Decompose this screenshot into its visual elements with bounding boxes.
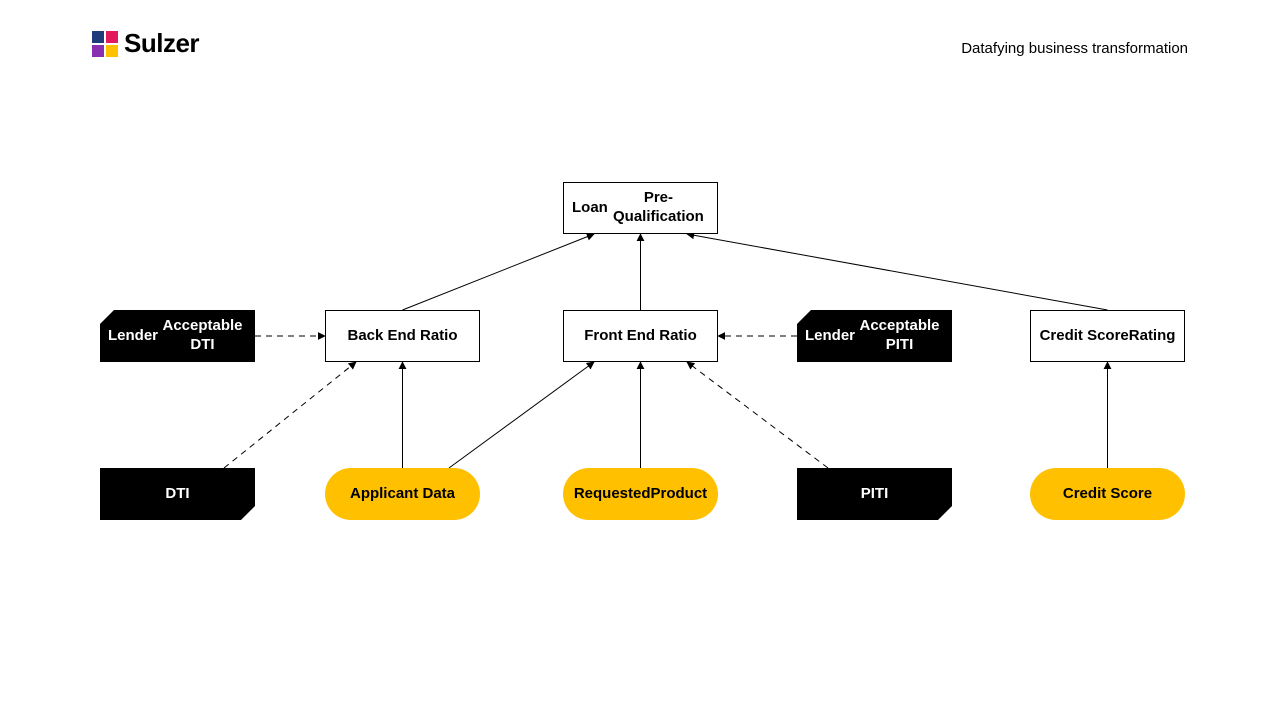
node-label: Product — [651, 485, 708, 504]
node-csr: Credit ScoreRating — [1030, 310, 1185, 362]
node-label: Loan — [572, 199, 608, 218]
node-lpiti: LenderAcceptable PITI — [797, 310, 952, 362]
node-label: PITI — [861, 485, 889, 504]
node-label: Back End Ratio — [347, 327, 457, 346]
node-label: Rating — [1129, 327, 1176, 346]
node-label: Applicant Data — [350, 485, 455, 504]
edge-back-loan — [403, 234, 595, 310]
node-piti: PITI — [797, 468, 952, 520]
brand-name: Sulzer — [124, 28, 199, 59]
brand-logo: Sulzer — [92, 28, 199, 59]
node-dti: DTI — [100, 468, 255, 520]
node-label: Requested — [574, 485, 651, 504]
node-label: Front End Ratio — [584, 327, 697, 346]
logo-square-icon — [92, 31, 104, 43]
edge-csr-loan — [687, 234, 1108, 310]
node-app: Applicant Data — [325, 468, 480, 520]
node-back: Back End Ratio — [325, 310, 480, 362]
node-loan: LoanPre-Qualification — [563, 182, 718, 234]
logo-square-icon — [106, 45, 118, 57]
tagline: Datafying business transformation — [961, 40, 1188, 57]
logo-square-icon — [106, 31, 118, 43]
logo-squares — [92, 31, 118, 57]
logo-square-icon — [92, 45, 104, 57]
node-label: Lender — [805, 327, 855, 346]
edge-piti-front — [687, 362, 828, 468]
node-req: RequestedProduct — [563, 468, 718, 520]
node-score: Credit Score — [1030, 468, 1185, 520]
node-label: Credit Score — [1063, 485, 1152, 504]
edge-app-front — [449, 362, 594, 468]
node-label: Pre-Qualification — [608, 189, 709, 227]
node-label: Lender — [108, 327, 158, 346]
node-label: Acceptable PITI — [855, 317, 944, 355]
node-front: Front End Ratio — [563, 310, 718, 362]
node-ldti: LenderAcceptable DTI — [100, 310, 255, 362]
node-label: Credit Score — [1040, 327, 1129, 346]
edge-dti-back — [224, 362, 356, 468]
node-label: Acceptable DTI — [158, 317, 247, 355]
node-label: DTI — [165, 485, 189, 504]
